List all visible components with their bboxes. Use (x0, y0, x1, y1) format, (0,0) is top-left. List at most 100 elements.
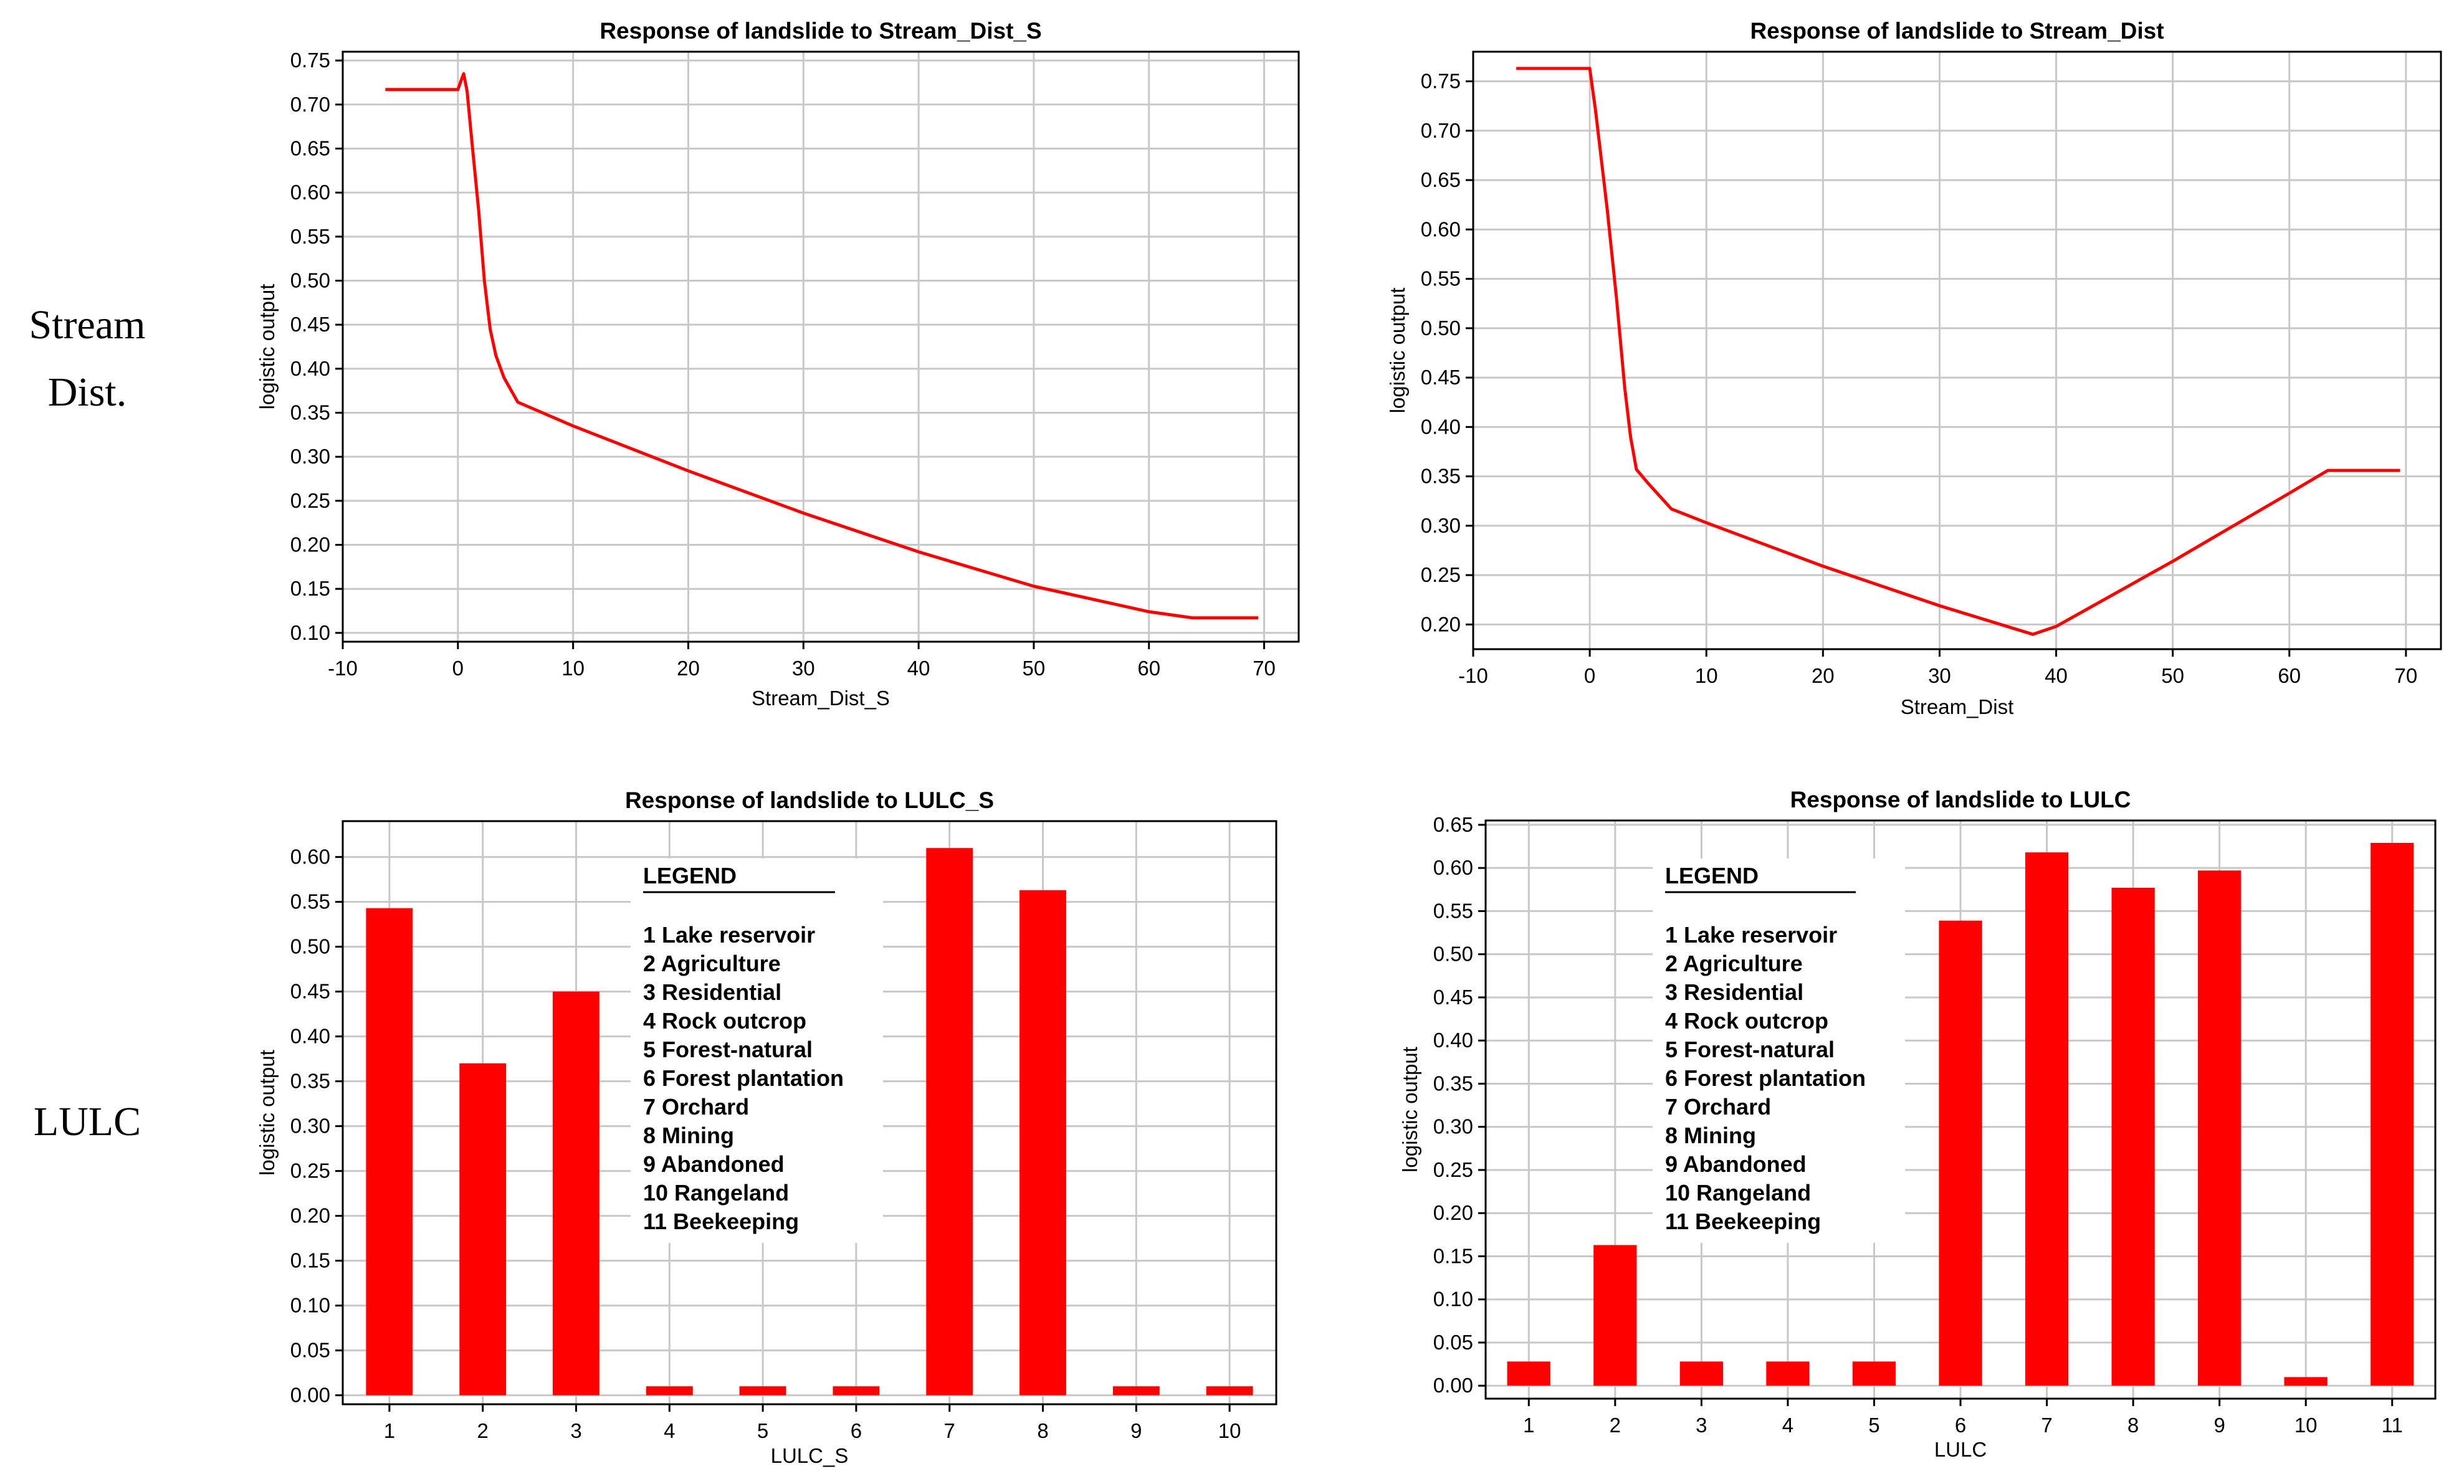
x-tick-label: 8 (2127, 1414, 2139, 1437)
bar-1 (1507, 1361, 1550, 1386)
y-tick-label: 0.30 (290, 445, 330, 468)
x-tick-label: 8 (1037, 1419, 1048, 1442)
y-tick-label: 0.35 (1433, 1072, 1473, 1095)
y-tick-label: 0.20 (290, 533, 330, 556)
x-tick-label: 7 (2041, 1414, 2052, 1437)
bar-4 (1766, 1361, 1810, 1386)
bar-10 (2284, 1377, 2328, 1386)
x-tick-label: 10 (2294, 1414, 2318, 1437)
legend-item: 8 Mining (1665, 1123, 1756, 1148)
x-tick-label: 30 (792, 657, 815, 680)
y-tick-label: 0.20 (290, 1204, 330, 1227)
y-tick-label: 0.00 (1433, 1374, 1473, 1397)
x-tick-label: 50 (2161, 664, 2184, 687)
legend-item: 4 Rock outcrop (1665, 1008, 1828, 1034)
x-axis-label: LULC (1934, 1438, 1987, 1461)
x-tick-label: 20 (677, 657, 700, 680)
x-tick-label: 10 (1218, 1419, 1241, 1442)
y-axis-label: logistic output (255, 284, 279, 410)
y-tick-label: 0.15 (1433, 1244, 1473, 1267)
x-tick-label: 7 (944, 1419, 955, 1442)
y-tick-label: 0.40 (290, 1025, 330, 1048)
chart-stream_dist_s: 0.10 0.15 0.20 0.25 0.30 0.35 0.40 0.45 0.50 0.55… (255, 18, 1300, 710)
y-tick-label: 0.65 (1421, 168, 1461, 191)
legend-item: 8 Mining (643, 1123, 734, 1148)
x-axis-label: Stream_Dist (1901, 695, 2014, 718)
legend-item: 10 Rangeland (643, 1180, 789, 1206)
chart-lulc_s: 0.00 0.05 0.10 0.15 0.20 0.25 0.30 0.35 0.40 0.45… (255, 787, 1277, 1467)
legend-title: LEGEND (1665, 863, 1759, 888)
y-axis-label: logistic output (1386, 288, 1409, 414)
y-tick-label: 0.75 (1421, 70, 1461, 93)
bar-5 (739, 1386, 786, 1396)
x-tick-label: -10 (1458, 664, 1488, 687)
bar-3 (553, 991, 599, 1396)
x-axis-label: Stream_Dist_S (752, 687, 890, 710)
x-tick-label: 0 (1584, 664, 1595, 687)
x-tick-label: 11 (2382, 1414, 2403, 1437)
x-tick-label: 4 (1782, 1414, 1793, 1437)
legend-item: 10 Rangeland (1665, 1180, 1811, 1206)
y-tick-label: 0.05 (1433, 1331, 1473, 1354)
legend-item: 3 Residential (1665, 979, 1803, 1005)
bar-1 (366, 908, 413, 1396)
legend-item: 11 Beekeeping (643, 1209, 799, 1234)
y-tick-label: 0.05 (290, 1339, 330, 1362)
x-tick-label: 9 (1130, 1419, 1142, 1442)
y-axis: 0.10 0.15 0.20 0.25 0.30 0.35 0.40 0.45 0.50 0.55… (290, 49, 343, 644)
y-axis: 0.00 0.05 0.10 0.15 0.20 0.25 0.30 0.35 0.40 0.45… (1433, 813, 1486, 1397)
x-tick-label: 2 (1610, 1414, 1621, 1437)
bar-8 (2111, 888, 2155, 1386)
y-tick-label: 0.10 (290, 1294, 330, 1317)
y-tick-label: 0.10 (290, 621, 330, 644)
y-tick-label: 0.00 (290, 1384, 330, 1407)
row-label-stream-dist: Stream Dist. (0, 292, 174, 426)
y-tick-label: 0.45 (290, 313, 330, 336)
x-tick-label: 70 (1253, 657, 1276, 680)
x-tick-label: 5 (757, 1419, 768, 1442)
grid-stream_dist (1472, 52, 2441, 649)
chart-title: Response of landslide to LULC (1790, 787, 2131, 812)
y-tick-label: 0.30 (290, 1115, 330, 1138)
legend-item: 7 Orchard (643, 1094, 749, 1120)
bar-4 (646, 1386, 693, 1396)
legend-item: 1 Lake reservoir (643, 922, 815, 948)
y-tick-label: 0.40 (1433, 1029, 1473, 1052)
bar-6 (833, 1386, 880, 1396)
legend-item: 5 Forest-natural (1665, 1037, 1835, 1062)
y-tick-label: 0.25 (1421, 563, 1461, 586)
legend-item: 3 Residential (643, 979, 781, 1005)
y-tick-label: 0.65 (1433, 813, 1473, 836)
y-tick-label: 0.25 (290, 1159, 330, 1182)
bar-11 (2371, 843, 2414, 1386)
legend-item: 9 Abandoned (643, 1151, 785, 1177)
y-tick-label: 0.25 (290, 489, 330, 512)
legend-item: 6 Forest plantation (1665, 1065, 1866, 1091)
y-tick-label: 0.75 (290, 49, 330, 72)
y-tick-label: 0.45 (1433, 986, 1473, 1009)
x-tick-label: 6 (1955, 1414, 1966, 1437)
plot-frame (341, 50, 1300, 643)
chart-title: Response of landslide to Stream_Dist_S (599, 18, 1041, 44)
bar-9 (2198, 870, 2242, 1386)
series-line (1516, 67, 2400, 636)
y-tick-label: 0.70 (1421, 119, 1461, 142)
legend-item: 1 Lake reservoir (1665, 922, 1837, 948)
x-tick-label: 1 (384, 1419, 395, 1442)
y-tick-label: 0.55 (1433, 899, 1473, 922)
y-tick-label: 0.60 (290, 181, 330, 204)
bar-9 (1112, 1386, 1160, 1396)
legend-item: 6 Forest plantation (643, 1065, 844, 1091)
y-tick-label: 0.50 (290, 935, 330, 958)
bar-2 (459, 1063, 507, 1396)
y-tick-label: 0.35 (1421, 465, 1461, 488)
x-tick-label: 30 (1928, 664, 1951, 687)
y-tick-label: 0.40 (290, 357, 330, 380)
legend-item: 11 Beekeeping (1665, 1209, 1821, 1234)
x-tick-label: 6 (851, 1419, 862, 1442)
y-tick-label: 0.20 (1421, 612, 1461, 635)
x-axis: 1 2 3 4 5 6 7 8 9 10 11 (1523, 1399, 2403, 1437)
y-tick-label: 0.70 (290, 93, 330, 116)
bar-7 (926, 848, 973, 1396)
y-tick-label: 0.25 (1433, 1158, 1473, 1181)
